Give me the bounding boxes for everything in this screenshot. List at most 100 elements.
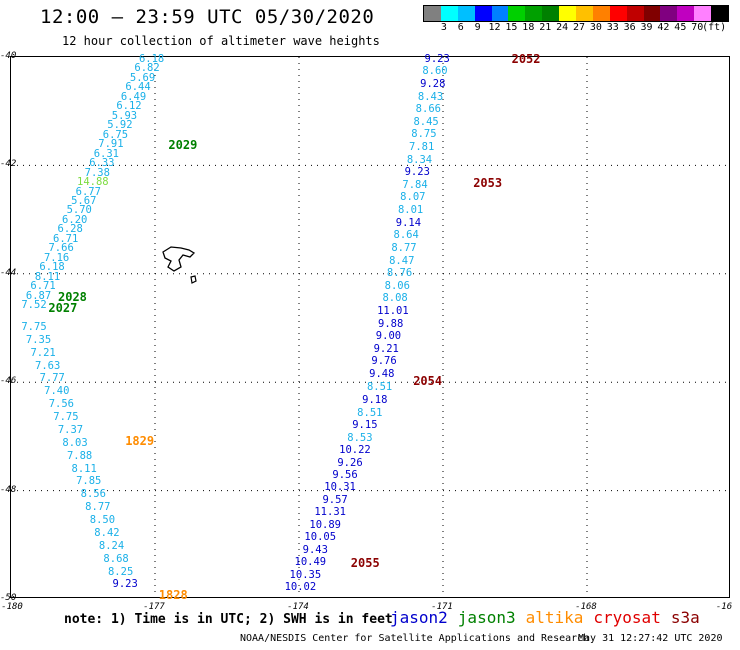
satellite-legend: jason2 jason3 altika cryosat s3a — [390, 608, 710, 627]
wave-height-value: 7.77 — [39, 372, 65, 385]
wave-height-value: 9.57 — [322, 493, 348, 506]
wave-height-value: 11.01 — [377, 304, 409, 317]
pass-id-label: 2054 — [413, 374, 443, 389]
scale-label: 6 — [457, 22, 464, 33]
scale-label: 70 — [691, 22, 704, 33]
wave-height-value: 7.21 — [30, 346, 56, 359]
wave-height-value: 6.71 — [30, 280, 56, 293]
wave-height-value: 6.18 — [39, 261, 65, 274]
scale-swatch — [508, 6, 526, 21]
wave-height-value: 8.66 — [415, 103, 441, 116]
wave-height-value: 10.05 — [304, 531, 337, 544]
scale-label: 18 — [522, 22, 535, 33]
longitude-label: -16 — [715, 602, 733, 612]
legend-item-s3a: s3a — [670, 608, 700, 627]
wave-height-value: 7.37 — [57, 423, 84, 436]
wave-height-value: 6.49 — [120, 90, 147, 103]
wave-height-value: 9.18 — [362, 394, 388, 407]
longitude-label: -177 — [143, 602, 165, 612]
pass-id-label: 2053 — [473, 176, 503, 191]
wave-height-value: 9.00 — [375, 330, 402, 343]
scale-swatch — [440, 6, 458, 21]
wave-height-value: 9.43 — [302, 543, 328, 556]
note-text: note: 1) Time is in UTC; 2) SWH is in fe… — [64, 612, 393, 627]
wave-height-value: 6.71 — [53, 232, 79, 245]
wave-height-value: 8.53 — [347, 431, 373, 444]
color-scale-labels: 3 6 9 12 15 18 21 24 27 30 33 36 39 42 45 70 (ft) — [423, 22, 727, 34]
pass-id-label: 2028 — [58, 290, 87, 305]
wave-height-value: 6.31 — [93, 147, 120, 160]
wave-height-value: 7.56 — [48, 398, 75, 411]
wave-height-value: 9.26 — [337, 456, 363, 469]
wave-height-value: 5.92 — [107, 119, 133, 132]
scale-swatch — [694, 6, 712, 21]
wave-height-value: 10.22 — [339, 444, 371, 457]
wave-height-value: 9.21 — [373, 342, 399, 355]
scale-swatch — [711, 6, 729, 21]
wave-height-value: 7.88 — [66, 449, 93, 462]
wave-height-value: 8.64 — [393, 229, 419, 242]
pass-id-label: 1828 — [158, 588, 188, 603]
scale-label: 39 — [640, 22, 653, 33]
latitude-label: -48 — [0, 484, 17, 495]
footer-organization: NOAA/NESDIS Center for Satellite Applica… — [240, 633, 590, 644]
scale-label: 36 — [623, 22, 636, 33]
scale-swatch — [474, 6, 492, 21]
scale-label: 27 — [572, 22, 586, 33]
wave-height-value: 8.03 — [62, 436, 88, 449]
wave-height-value: 8.75 — [411, 128, 437, 141]
scale-swatch — [542, 6, 560, 21]
map-subtitle: 12 hour collection of altimeter wave hei… — [62, 34, 380, 48]
wave-height-value: 6.12 — [116, 100, 142, 113]
wave-height-value: 8.60 — [422, 65, 448, 78]
wave-height-value: 8.07 — [400, 191, 426, 204]
wave-height-value: 11.31 — [314, 506, 346, 519]
scale-label: 3 — [440, 22, 447, 33]
wave-height-value: 10.49 — [294, 556, 327, 569]
wave-height-value: 7.38 — [84, 166, 110, 179]
pass-id-label: 2052 — [511, 51, 541, 66]
latitude-label: -50 — [0, 593, 17, 603]
longitude-label: -180 — [1, 602, 23, 612]
wave-height-value: 8.45 — [413, 115, 439, 128]
wave-height-value: 6.44 — [125, 81, 151, 94]
wave-height-value: 8.51 — [366, 380, 393, 393]
wave-height-value: 10.89 — [309, 518, 341, 531]
wave-height-value: 10.31 — [324, 481, 356, 494]
wave-height-value: 7.75 — [21, 321, 47, 333]
wave-height-value: 5.70 — [66, 204, 92, 217]
wave-height-value: 7.63 — [35, 359, 61, 372]
legend-item-altika: altika — [525, 608, 584, 627]
wave-height-color-scale — [423, 5, 729, 22]
scale-label: 30 — [589, 22, 602, 33]
wave-height-value: 8.50 — [89, 514, 116, 527]
map-grid — [11, 57, 729, 597]
scale-swatch — [525, 6, 543, 21]
scale-swatch — [559, 6, 577, 21]
wave-height-value: 8.08 — [382, 292, 408, 305]
pass-id-label: 2029 — [168, 138, 198, 153]
scale-label: 42 — [657, 22, 670, 33]
scale-label: 21 — [539, 22, 552, 33]
legend-item-jason3: jason3 — [457, 608, 516, 627]
wave-height-value: 8.42 — [94, 526, 120, 539]
wave-height-value: 5.67 — [71, 194, 97, 207]
wave-height-value: 6.75 — [102, 128, 129, 141]
wave-height-value: 8.51 — [357, 406, 383, 419]
wave-height-value: 10.35 — [289, 568, 322, 581]
wave-height-value: 9.23 — [404, 166, 430, 179]
wave-height-value: 6.82 — [134, 62, 160, 75]
wave-height-value: 6.87 — [25, 289, 52, 302]
wave-height-value: 8.68 — [103, 552, 129, 565]
map-area[interactable] — [10, 56, 730, 598]
scale-label: 33 — [606, 22, 619, 33]
wave-height-value: 8.77 — [85, 501, 111, 514]
wave-height-value: 9.28 — [420, 77, 446, 90]
legend-item-cryosat: cryosat — [593, 608, 661, 627]
scale-swatch — [626, 6, 644, 21]
latitude-label: -44 — [0, 267, 17, 278]
wave-height-value: 8.01 — [397, 204, 424, 217]
pass-id-label: 2055 — [350, 555, 380, 570]
wave-height-value: 7.52 — [21, 299, 47, 312]
scale-swatch — [576, 6, 593, 21]
